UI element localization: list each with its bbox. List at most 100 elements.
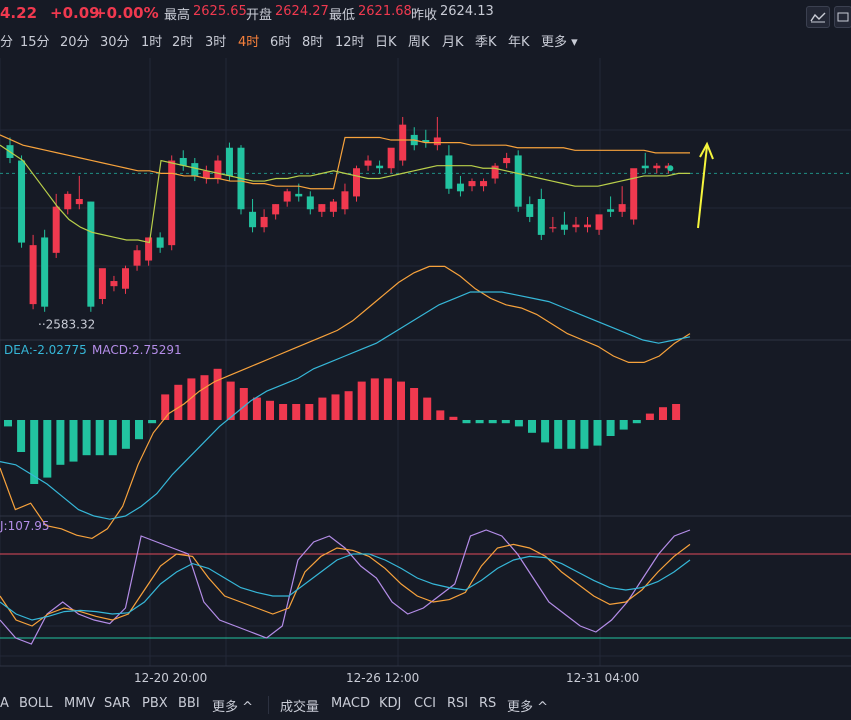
period-tab-15[interactable]: 年K <box>508 35 530 50</box>
candle-body <box>283 191 291 202</box>
candle-body <box>607 209 615 212</box>
macd-histogram-bar <box>514 420 523 427</box>
candle-body <box>387 147 395 169</box>
macd-histogram-bar <box>397 381 405 420</box>
macd-histogram-bar <box>357 381 366 420</box>
period-tab-16[interactable]: 更多 ▾ <box>541 35 578 50</box>
candle-body <box>318 204 326 212</box>
x-tick-label: 12-31 04:00 <box>566 671 639 685</box>
candle-body <box>272 204 280 215</box>
macd-histogram-bar <box>200 375 209 420</box>
line-chart-toggle-button[interactable] <box>806 6 830 28</box>
candle-body <box>133 250 141 266</box>
period-tab-5[interactable]: 2时 <box>172 35 194 50</box>
candle-body <box>422 140 430 143</box>
ma-line-yellowgreen <box>0 144 690 244</box>
indicator-settings-button[interactable] <box>834 6 851 28</box>
candle-body <box>560 224 568 230</box>
main-indicator-0[interactable]: A <box>0 696 9 711</box>
settings-icon <box>837 12 849 22</box>
period-tab-6[interactable]: 3时 <box>205 35 227 50</box>
main-indicator-4[interactable]: PBX <box>142 696 168 711</box>
period-tab-0[interactable]: 分 <box>0 35 14 50</box>
candle-body <box>249 211 257 228</box>
macd-histogram-bar <box>226 381 235 420</box>
macd-histogram-bar <box>95 420 104 456</box>
min-price-label: ··2583.32 <box>38 318 95 332</box>
candle-body <box>41 237 49 307</box>
period-tab-12[interactable]: 周K <box>408 35 430 50</box>
quote-bar: 4.22 +0.09 +0.00% 最高 2625.65 开盘 2624.27 … <box>0 0 851 28</box>
candle-body <box>584 224 591 228</box>
kdj-d-line <box>0 553 691 621</box>
macd-histogram-bar <box>161 394 170 420</box>
period-tab-11[interactable]: 日K <box>375 35 397 50</box>
period-tab-7[interactable]: 4时 <box>238 35 260 50</box>
candle-body <box>364 160 372 166</box>
macd-histogram-bar <box>213 368 222 420</box>
sub-indicator-0[interactable]: 成交量 <box>280 700 320 715</box>
period-tab-10[interactable]: 12时 <box>335 35 365 50</box>
candle-body <box>526 204 534 217</box>
candle-body <box>503 157 511 164</box>
dea-readout: DEA:-2.02775 <box>4 343 87 357</box>
candle-body <box>260 216 268 228</box>
macd-histogram-bar <box>632 420 641 424</box>
last-price: 4.22 <box>0 4 38 22</box>
main-indicator-1[interactable]: BOLL <box>19 696 53 711</box>
candle-body <box>329 201 337 212</box>
macd-histogram-bar <box>239 388 248 420</box>
period-tab-9[interactable]: 8时 <box>302 35 324 50</box>
macd-histogram-bar <box>423 397 432 420</box>
candle-body <box>376 165 384 169</box>
sub-indicator-5[interactable]: RS <box>479 696 497 711</box>
candle-body <box>87 201 95 307</box>
sub-indicator-4[interactable]: RSI <box>447 696 469 711</box>
candle-body <box>549 227 557 229</box>
period-tab-14[interactable]: 季K <box>475 35 497 50</box>
period-tab-2[interactable]: 20分 <box>60 35 90 50</box>
period-tab-13[interactable]: 月K <box>442 35 464 50</box>
candle-body <box>353 168 360 197</box>
sub-indicator-3[interactable]: CCI <box>414 696 436 711</box>
candle-body <box>168 160 176 246</box>
period-tab-3[interactable]: 30分 <box>100 35 130 50</box>
macd-histogram-bar <box>528 420 536 433</box>
candle-body <box>445 155 453 189</box>
candle-body <box>630 168 638 220</box>
macd-histogram-bar <box>318 397 327 420</box>
sub-indicator-2[interactable]: KDJ <box>379 696 402 711</box>
macd-histogram-bar <box>82 420 91 456</box>
sub-indicator-6[interactable]: 更多 ^ <box>507 700 549 715</box>
main-indicator-2[interactable]: MMV <box>64 696 96 711</box>
macd-histogram-bar <box>436 410 445 420</box>
macd-histogram-bar <box>56 420 65 465</box>
macd-histogram-bar <box>645 413 654 420</box>
macd-histogram-bar <box>619 420 628 430</box>
candle-body <box>64 193 72 210</box>
candle-body <box>468 181 476 187</box>
macd-histogram-bar <box>462 420 471 424</box>
macd-histogram-bar <box>121 420 130 449</box>
macd-histogram-bar <box>174 384 183 420</box>
period-tab-1[interactable]: 15分 <box>20 35 50 50</box>
period-tab-8[interactable]: 6时 <box>270 35 292 50</box>
candle-body <box>341 191 349 210</box>
main-indicator-3[interactable]: SAR <box>104 696 131 711</box>
x-tick-label: 12-20 20:00 <box>134 671 207 685</box>
main-indicator-5[interactable]: BBI <box>178 696 200 711</box>
period-tab-4[interactable]: 1时 <box>141 35 163 50</box>
macd-histogram-bar <box>501 420 510 424</box>
macd-histogram-bar <box>108 420 117 456</box>
main-indicator-6[interactable]: 更多 ^ <box>212 700 254 715</box>
macd-histogram-bar <box>135 420 143 440</box>
candle-body <box>110 281 118 287</box>
candle-body <box>537 199 545 235</box>
kdj-k-line <box>0 543 691 627</box>
candle-body <box>122 268 129 289</box>
trend-arrow <box>697 145 708 229</box>
indicator-bar: A BOLL MMV SAR PBX BBI 更多 ^ 成交量 MACD KDJ CCI RSI RS 更… <box>0 690 851 720</box>
candle-body <box>641 165 649 169</box>
sub-indicator-1[interactable]: MACD <box>331 696 370 711</box>
macd-histogram-bar <box>305 404 314 420</box>
